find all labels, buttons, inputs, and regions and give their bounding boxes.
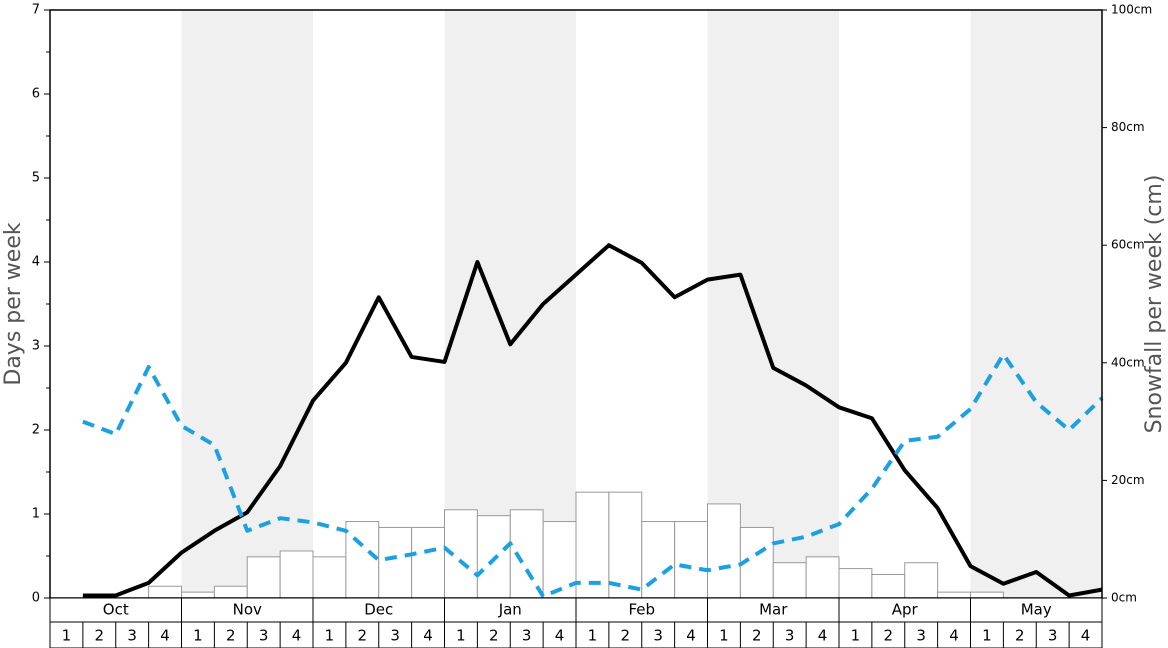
bar <box>181 591 215 599</box>
x-tick-label: 3 <box>1048 627 1058 645</box>
line <box>82 243 1103 598</box>
bar <box>805 556 840 599</box>
x-tick-label: 2 <box>1015 627 1025 645</box>
x-tick-label: 3 <box>653 627 663 645</box>
x-tick-label: 4 <box>949 627 959 645</box>
x-tick-label: 2 <box>95 627 105 645</box>
bar <box>213 585 248 599</box>
y2-tick-label: 60cm <box>1111 238 1145 252</box>
x-tick-label: 4 <box>818 627 828 645</box>
x-tick-label: 4 <box>686 627 696 645</box>
month-band <box>444 10 576 598</box>
y-tick-label: 1 <box>32 507 40 522</box>
bar <box>246 556 281 599</box>
y-tick-label: 6 <box>32 87 40 102</box>
y-tick-label: 3 <box>32 339 40 354</box>
x-tick-label: 4 <box>292 627 302 645</box>
bar <box>674 521 708 599</box>
bar <box>411 526 445 599</box>
month-band <box>970 10 1102 598</box>
x-tick-label: 3 <box>259 627 269 645</box>
bar <box>707 503 741 599</box>
y2-tick-label: 100cm <box>1111 3 1152 17</box>
x-tick-label: 2 <box>489 627 499 645</box>
bar <box>838 568 873 599</box>
x-tick-label: 3 <box>522 627 532 645</box>
x-tick-label: 4 <box>555 627 565 645</box>
x-tick-label: 3 <box>916 627 926 645</box>
y-tick-label: 2 <box>32 423 40 438</box>
x-tick-label: 3 <box>127 627 137 645</box>
bar <box>970 591 1004 599</box>
month-label: Mar <box>759 601 788 619</box>
bar <box>345 521 380 599</box>
y2-tick-label: 20cm <box>1111 473 1145 487</box>
bar <box>148 585 182 599</box>
month-label: Oct <box>103 601 129 619</box>
x-tick-label: 4 <box>1081 627 1091 645</box>
y2-tick-label: 0cm <box>1111 591 1137 605</box>
x-tick-label: 2 <box>752 627 762 645</box>
y-tick-label: 5 <box>32 171 40 186</box>
bar <box>937 591 971 599</box>
bar <box>279 550 314 599</box>
y-axis-title: Days per week <box>1 222 26 385</box>
month-label: Apr <box>892 601 919 619</box>
x-tick-label: 1 <box>851 627 861 645</box>
x-tick-label: 1 <box>62 627 72 645</box>
y-tick-label: 4 <box>32 255 40 270</box>
x-tick-label: 1 <box>193 627 203 645</box>
x-tick-label: 2 <box>621 627 631 645</box>
y2-tick-label: 80cm <box>1111 120 1145 134</box>
month-band <box>707 10 839 598</box>
y2-tick-label: 40cm <box>1111 355 1145 369</box>
x-tick-label: 4 <box>160 627 170 645</box>
month-label: Jan <box>498 601 522 619</box>
bar <box>772 562 807 599</box>
dashed-line <box>82 352 1104 599</box>
month-label: Nov <box>233 601 262 619</box>
x-tick-label: 2 <box>884 627 894 645</box>
x-tick-label: 4 <box>423 627 433 645</box>
bar <box>904 562 939 599</box>
bar <box>608 491 643 599</box>
month-band <box>181 10 313 598</box>
month-label: May <box>1021 601 1052 619</box>
x-tick-label: 3 <box>390 627 400 645</box>
y2-axis-title: Snowfall per week (cm) <box>1142 175 1167 434</box>
month-label: Dec <box>364 601 393 619</box>
x-tick-label: 1 <box>982 627 992 645</box>
x-tick-label: 2 <box>358 627 368 645</box>
y-tick-label: 0 <box>32 591 40 606</box>
x-tick-label: 1 <box>588 627 598 645</box>
bar <box>312 556 347 599</box>
bar <box>378 526 413 599</box>
x-tick-label: 1 <box>325 627 335 645</box>
x-tick-label: 1 <box>456 627 466 645</box>
month-label: Feb <box>628 601 655 619</box>
bar <box>575 491 610 599</box>
x-tick-label: 3 <box>785 627 795 645</box>
bar <box>871 573 906 599</box>
x-tick-label: 1 <box>719 627 729 645</box>
x-tick-label: 2 <box>226 627 236 645</box>
bar <box>641 521 676 599</box>
y-tick-label: 7 <box>32 3 40 18</box>
